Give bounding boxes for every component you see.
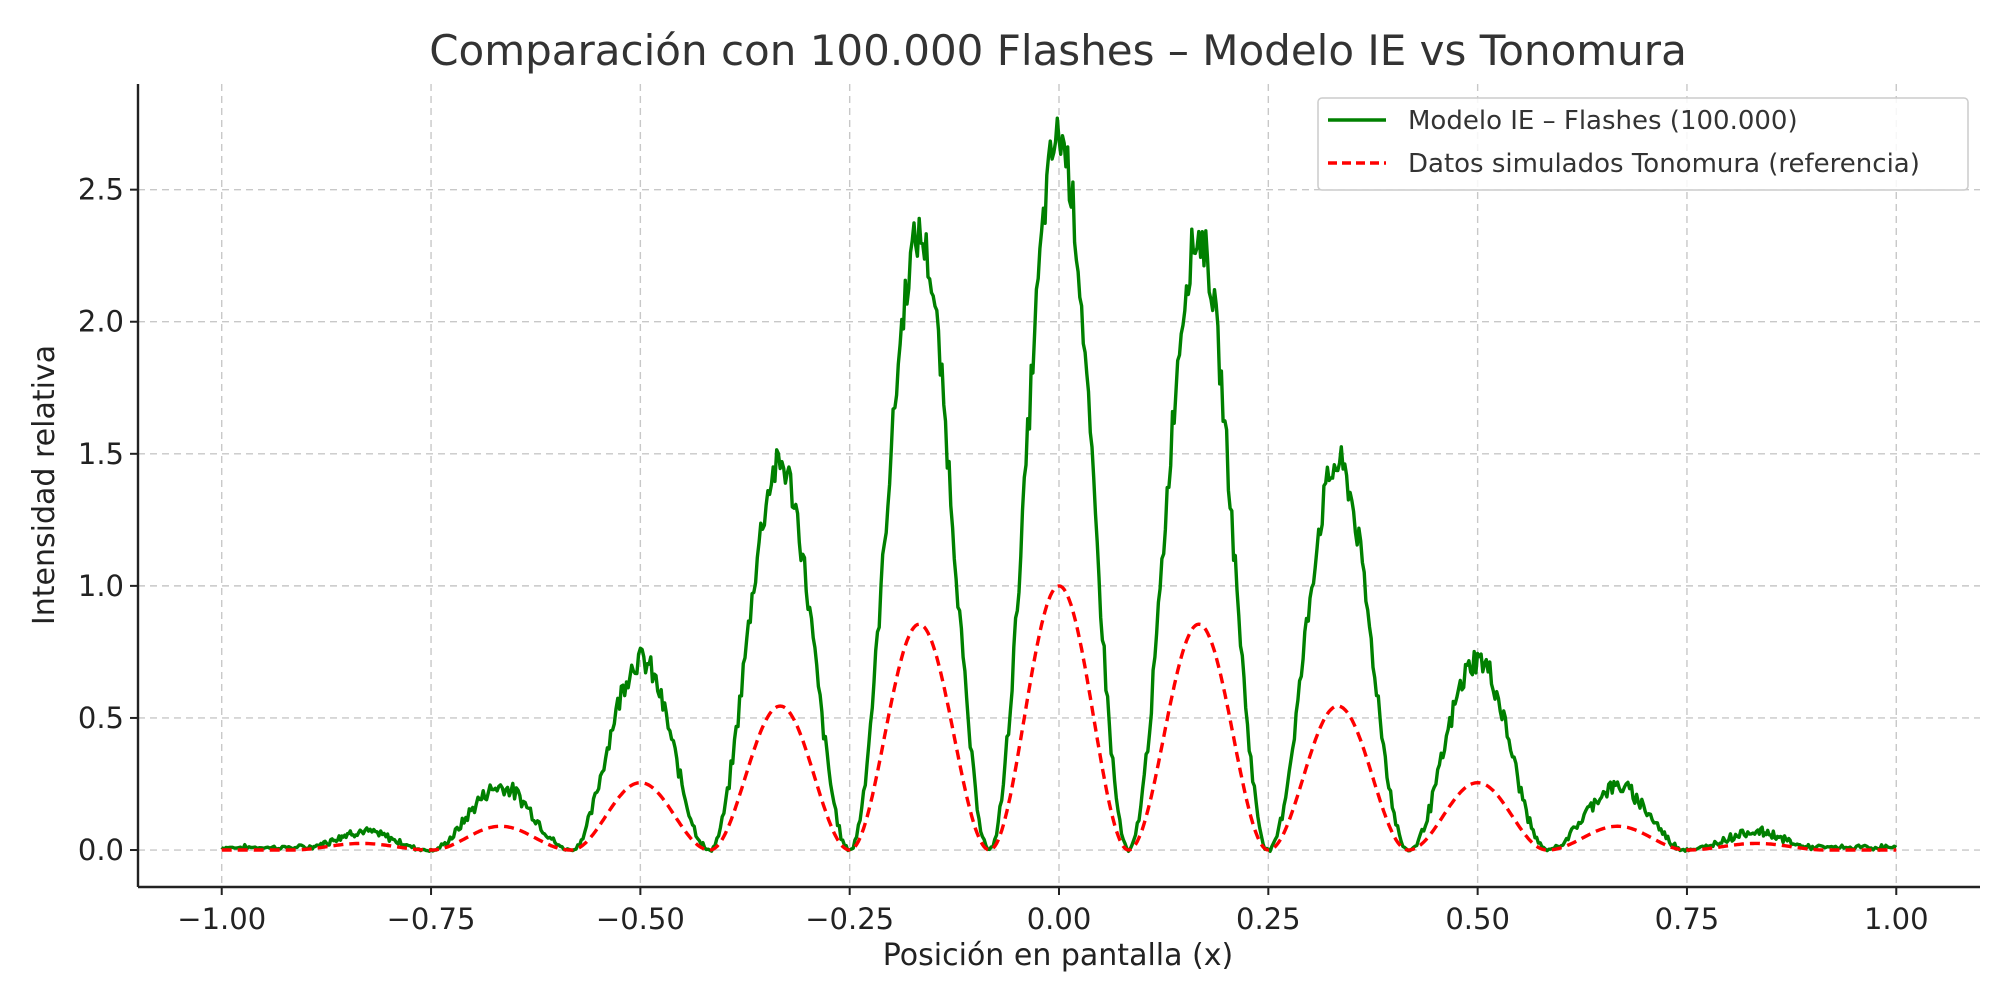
x-tick-label: 0.00 bbox=[1027, 902, 1092, 936]
legend-label-tonomura: Datos simulados Tonomura (referencia) bbox=[1408, 149, 1920, 179]
x-axis-label: Posición en pantalla (x) bbox=[883, 938, 1233, 973]
y-tick-label: 1.0 bbox=[78, 569, 124, 603]
x-tick-label: −0.25 bbox=[805, 902, 894, 936]
x-tick-label: 0.50 bbox=[1445, 902, 1510, 936]
series-line-modelo-ie bbox=[220, 116, 1898, 853]
grid-lines bbox=[138, 84, 1980, 887]
y-axis-label: Intensidad relativa bbox=[27, 345, 62, 625]
x-tick-label: 1.00 bbox=[1864, 902, 1929, 936]
y-tick-label: 0.5 bbox=[78, 701, 124, 735]
plot-series bbox=[220, 116, 1898, 853]
x-tick-label: −0.75 bbox=[387, 902, 476, 936]
tick-labels: −1.00 −0.75 −0.50 −0.25 0.00 0.25 0.50 0.75 1.00… bbox=[78, 173, 1929, 936]
y-tick-label: 1.5 bbox=[78, 437, 124, 471]
y-tick-label: 0.0 bbox=[78, 833, 124, 867]
x-tick-label: −1.00 bbox=[177, 902, 266, 936]
y-tick-label: 2.0 bbox=[78, 305, 124, 339]
series-line-tonomura bbox=[221, 584, 1897, 852]
x-tick-label: 0.25 bbox=[1236, 902, 1301, 936]
x-tick-label: 0.75 bbox=[1655, 902, 1720, 936]
x-tick-label: −0.50 bbox=[596, 902, 685, 936]
legend-label-modelo: Modelo IE – Flashes (100.000) bbox=[1408, 106, 1798, 136]
legend-box bbox=[1317, 97, 1969, 191]
y-tick-label: 2.5 bbox=[78, 173, 124, 207]
legend: Modelo IE – Flashes (100.000) Datos simu… bbox=[1317, 97, 1969, 191]
chart-title: Comparación con 100.000 Flashes – Modelo… bbox=[429, 26, 1687, 75]
